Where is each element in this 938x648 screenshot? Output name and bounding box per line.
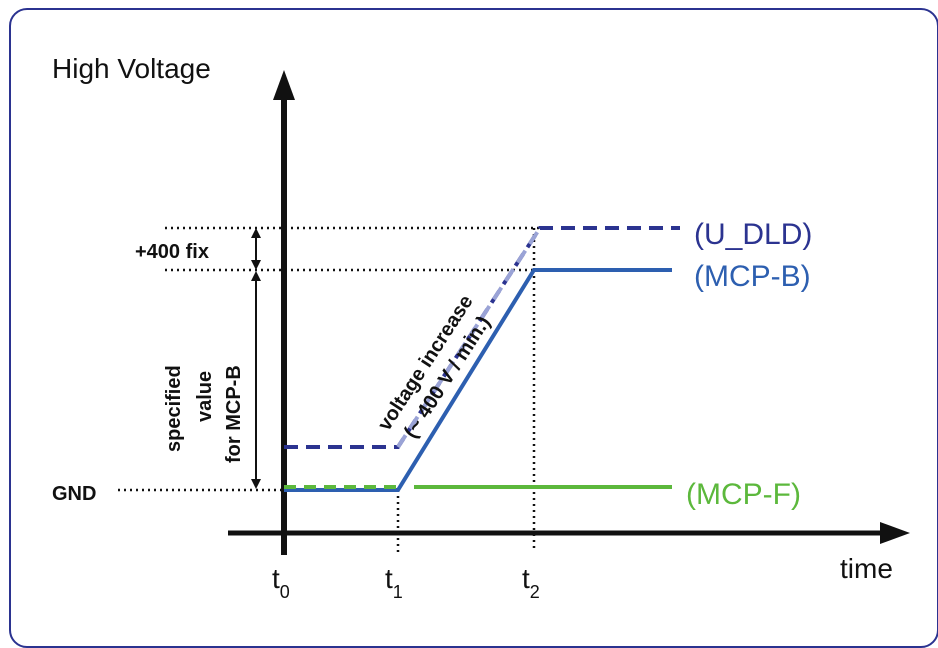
time-mark-t2: t2 <box>522 563 540 602</box>
t0-base: t <box>272 563 280 594</box>
udld-label: (U_DLD) <box>694 218 812 251</box>
svg-text:t2: t2 <box>522 563 540 602</box>
gnd-label: GND <box>52 483 96 505</box>
y-axis-label: High Voltage <box>52 53 211 84</box>
specified-line-2: value <box>194 371 216 422</box>
specified-arrow-bottom <box>251 479 261 489</box>
svg-text:t1: t1 <box>385 563 403 602</box>
t2-sub: 2 <box>530 582 540 602</box>
specified-arrow-top <box>251 271 261 281</box>
specified-value-label: specified <box>163 365 185 452</box>
x-axis-label: time <box>840 553 893 584</box>
specified-line-3: for MCP-B <box>223 365 245 463</box>
mcpb-line <box>284 268 672 492</box>
offset-arrow-top <box>251 228 261 238</box>
t0-sub: 0 <box>280 582 290 602</box>
offset-label: +400 fix <box>135 241 209 263</box>
mcpb-label: (MCP-B) <box>694 260 811 293</box>
specified-line-3-group: for MCP-B <box>223 365 245 463</box>
t1-sub: 1 <box>393 582 403 602</box>
specified-line-1: specified <box>163 365 185 452</box>
offset-arrow-bottom <box>251 260 261 270</box>
time-mark-t0: t0 <box>272 563 290 602</box>
mcpf-label: (MCP-F) <box>686 478 801 511</box>
udld-line <box>284 226 680 449</box>
y-axis-arrowhead <box>273 70 295 100</box>
voltage-sequence-diagram: High Voltage time (U_DLD) (MCP-B) (MCP-F… <box>52 53 910 602</box>
specified-line-2-group: value <box>194 371 216 422</box>
time-mark-t1: t1 <box>385 563 403 602</box>
x-axis-arrowhead <box>880 522 910 544</box>
svg-text:t0: t0 <box>272 563 290 602</box>
t1-base: t <box>385 563 393 594</box>
t2-base: t <box>522 563 530 594</box>
